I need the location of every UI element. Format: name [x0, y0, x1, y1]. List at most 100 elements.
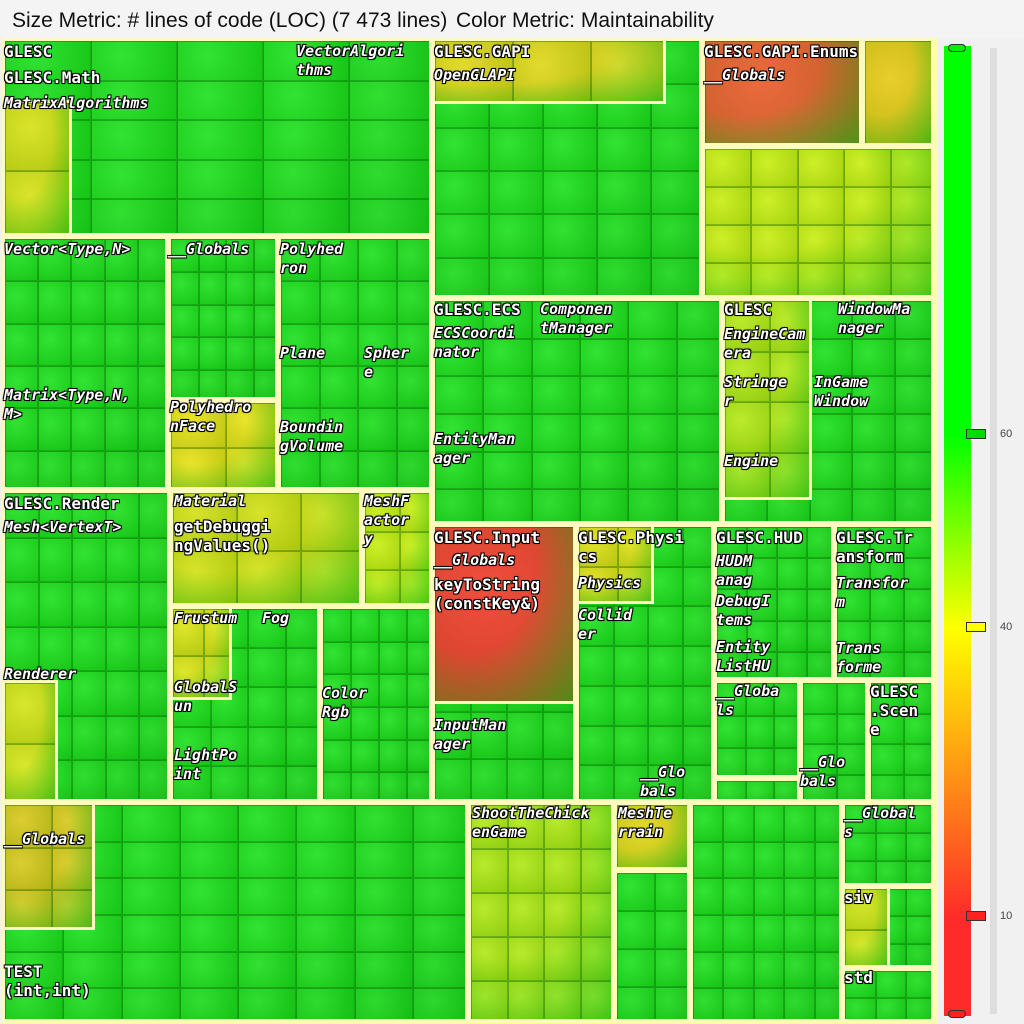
treemap-cell[interactable]	[407, 707, 429, 740]
treemap-cell[interactable]	[628, 451, 677, 490]
treemap-cell[interactable]	[204, 656, 229, 697]
treemap-cell[interactable]	[471, 849, 508, 893]
treemap-cell[interactable]	[104, 281, 138, 324]
treemap-cell[interactable]	[648, 606, 683, 647]
treemap-cell[interactable]	[435, 712, 471, 759]
treemap-cell[interactable]	[104, 323, 138, 366]
treemap-cell[interactable]	[777, 651, 807, 677]
treemap-cell[interactable]	[407, 674, 429, 707]
treemap-cell[interactable]	[358, 323, 397, 366]
label-key-to-string[interactable]: keyToString (constKey&)	[434, 575, 540, 613]
treemap-cell[interactable]	[837, 620, 871, 652]
legend-marker-40[interactable]	[966, 622, 986, 632]
treemap-cell[interactable]	[354, 878, 413, 915]
label-siv[interactable]: siv	[844, 888, 873, 907]
treemap-cell[interactable]	[543, 758, 573, 799]
treemap-cell[interactable]	[38, 366, 72, 409]
treemap-cell[interactable]	[349, 159, 429, 200]
treemap-cell[interactable]	[774, 781, 797, 799]
treemap-cell[interactable]	[648, 685, 683, 726]
math-polyhedron-tile[interactable]	[278, 236, 432, 490]
treemap-cell[interactable]	[807, 527, 831, 559]
treemap-cell[interactable]	[903, 651, 931, 677]
treemap-cell[interactable]	[38, 281, 72, 324]
treemap-cell[interactable]	[875, 833, 907, 861]
treemap-cell[interactable]	[544, 981, 581, 1019]
treemap-cell[interactable]	[198, 304, 226, 338]
treemap-cell[interactable]	[38, 450, 72, 487]
treemap-cell[interactable]	[296, 878, 355, 915]
treemap-cell[interactable]	[38, 408, 72, 451]
treemap-cell[interactable]	[253, 370, 275, 397]
treemap-cell[interactable]	[179, 915, 238, 952]
treemap-cell[interactable]	[894, 489, 931, 521]
label-ingame-window[interactable]: InGame Window	[814, 373, 869, 410]
treemap-cell[interactable]	[845, 889, 887, 930]
treemap-cell[interactable]	[137, 366, 165, 409]
treemap-cell[interactable]	[471, 937, 508, 981]
treemap-cell[interactable]	[870, 651, 904, 677]
treemap-cell[interactable]	[580, 849, 611, 893]
label-math-globals[interactable]: __Globals	[168, 240, 250, 258]
treemap-cell[interactable]	[139, 671, 167, 716]
treemap-cell[interactable]	[489, 171, 543, 215]
treemap-cell[interactable]	[296, 841, 355, 879]
treemap-cell[interactable]	[91, 159, 177, 200]
treemap-cell[interactable]	[351, 772, 379, 799]
treemap-cell[interactable]	[774, 683, 797, 716]
treemap-cell[interactable]	[870, 558, 904, 590]
treemap-cell[interactable]	[435, 214, 489, 258]
label-sphere[interactable]: Spher e	[364, 344, 410, 381]
label-input-manager[interactable]: InputMan ager	[434, 716, 507, 753]
treemap-cell[interactable]	[237, 493, 301, 551]
treemap-cell[interactable]	[349, 80, 429, 121]
treemap-cell[interactable]	[809, 451, 853, 490]
label-polyhedron-face[interactable]: Polyhedro nFace	[170, 398, 252, 435]
treemap-cell[interactable]	[435, 414, 484, 452]
treemap-cell[interactable]	[890, 263, 931, 295]
label-fog[interactable]: Fog	[262, 609, 290, 627]
meshfactory-tile[interactable]	[362, 490, 432, 606]
treemap-cell[interactable]	[177, 80, 263, 121]
legend-top-handle[interactable]	[948, 44, 966, 52]
treemap-cell[interactable]	[543, 712, 573, 759]
treemap-cell[interactable]	[323, 609, 351, 642]
treemap-cell[interactable]	[803, 713, 837, 744]
treemap-cell[interactable]	[844, 149, 891, 187]
treemap-cell[interactable]	[71, 408, 105, 451]
treemap-cell[interactable]	[226, 370, 254, 397]
treemap-cell[interactable]	[351, 707, 379, 740]
treemap-cell[interactable]	[281, 450, 320, 487]
treemap-cell[interactable]	[580, 893, 611, 937]
treemap-cell[interactable]	[471, 712, 507, 759]
treemap-cell[interactable]	[171, 337, 199, 371]
treemap-cell[interactable]	[693, 805, 724, 842]
treemap-cell[interactable]	[745, 683, 775, 716]
treemap-cell[interactable]	[676, 489, 719, 521]
treemap-cell[interactable]	[648, 725, 683, 766]
treemap-cell[interactable]	[747, 558, 777, 590]
label-global-sun[interactable]: GlobalS un	[174, 678, 238, 715]
label-stringer[interactable]: Stringe r	[724, 373, 788, 410]
gapi-enums-orange[interactable]	[862, 38, 934, 146]
treemap-cell[interactable]	[809, 301, 853, 339]
label-math[interactable]: GLESC.Math	[4, 68, 101, 87]
treemap-cell[interactable]	[105, 582, 140, 627]
treemap-cell[interactable]	[580, 376, 629, 414]
input-red[interactable]	[432, 524, 576, 704]
mid-globals-tile[interactable]	[800, 680, 868, 802]
treemap-cell[interactable]	[717, 620, 747, 652]
treemap-cell[interactable]	[351, 739, 379, 773]
treemap-cell[interactable]	[894, 376, 931, 414]
treemap-cell[interactable]	[613, 685, 648, 726]
treemap-cell[interactable]	[837, 558, 871, 590]
treemap-cell[interactable]	[285, 687, 317, 727]
treemap-cell[interactable]	[814, 841, 839, 879]
treemap-cell[interactable]	[651, 127, 699, 171]
treemap-cell[interactable]	[628, 338, 677, 377]
treemap-cell[interactable]	[705, 263, 752, 295]
treemap-cell[interactable]	[253, 337, 275, 371]
treemap-cell[interactable]	[349, 199, 429, 233]
treemap-cell[interactable]	[471, 893, 508, 937]
treemap-cell[interactable]	[807, 589, 831, 621]
